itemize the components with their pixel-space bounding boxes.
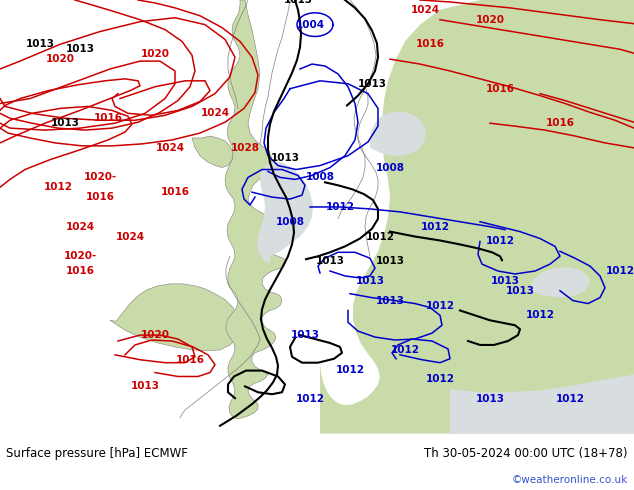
Text: 1012: 1012	[325, 202, 354, 212]
Text: 1012: 1012	[420, 221, 450, 232]
Text: 1016: 1016	[545, 118, 574, 128]
Text: 1024: 1024	[200, 108, 230, 119]
Text: Surface pressure [hPa] ECMWF: Surface pressure [hPa] ECMWF	[6, 447, 188, 460]
Polygon shape	[370, 111, 426, 156]
Polygon shape	[257, 162, 313, 264]
Text: Th 30-05-2024 00:00 UTC (18+78): Th 30-05-2024 00:00 UTC (18+78)	[424, 447, 628, 460]
Text: 1013: 1013	[356, 276, 384, 286]
Text: 1013: 1013	[375, 256, 404, 266]
Text: 1020-: 1020-	[84, 172, 117, 182]
Text: 1008: 1008	[276, 217, 304, 227]
Polygon shape	[450, 374, 634, 434]
Text: 1004: 1004	[295, 20, 325, 29]
Polygon shape	[290, 0, 634, 434]
Text: 1012: 1012	[555, 394, 585, 404]
Text: 1016: 1016	[486, 84, 515, 94]
Text: 1008: 1008	[306, 172, 335, 182]
Text: 1016: 1016	[160, 187, 190, 197]
Text: 1012: 1012	[486, 237, 515, 246]
Text: 1013: 1013	[271, 153, 299, 163]
Text: 1020-: 1020-	[63, 251, 96, 261]
Polygon shape	[225, 0, 286, 419]
Text: 1013: 1013	[25, 39, 55, 49]
Text: 1024: 1024	[155, 143, 184, 153]
Text: 1012: 1012	[365, 232, 394, 242]
Text: 1016: 1016	[93, 113, 122, 123]
Text: 1016: 1016	[65, 266, 94, 276]
Text: 1013: 1013	[476, 394, 505, 404]
Text: 1028: 1028	[231, 143, 259, 153]
Text: 1024: 1024	[410, 5, 439, 15]
Text: 1012: 1012	[44, 182, 72, 192]
Text: 1016: 1016	[176, 355, 205, 365]
Text: 1024: 1024	[115, 232, 145, 242]
Text: 1012: 1012	[335, 365, 365, 374]
Text: 1016: 1016	[86, 192, 115, 202]
Text: 1012: 1012	[425, 300, 455, 311]
Text: 1013: 1013	[375, 295, 404, 306]
Polygon shape	[192, 136, 233, 168]
Text: 1013: 1013	[51, 118, 79, 128]
Text: 1013: 1013	[131, 381, 160, 392]
Polygon shape	[110, 284, 240, 351]
Text: 1012: 1012	[391, 345, 420, 355]
Text: 1013: 1013	[65, 44, 94, 54]
Text: 1020: 1020	[141, 49, 169, 59]
Text: 1013: 1013	[505, 286, 534, 296]
Text: 1020: 1020	[476, 15, 505, 24]
Polygon shape	[530, 267, 590, 297]
Text: 1013: 1013	[283, 0, 313, 5]
Text: 1012: 1012	[295, 394, 325, 404]
Text: 1012: 1012	[425, 374, 455, 385]
Text: 1013: 1013	[491, 276, 519, 286]
Text: 1013: 1013	[290, 330, 320, 340]
Text: 1012: 1012	[526, 310, 555, 320]
Text: 1012: 1012	[605, 266, 634, 276]
Text: 1013: 1013	[358, 79, 387, 89]
Text: ©weatheronline.co.uk: ©weatheronline.co.uk	[512, 475, 628, 485]
Text: 1016: 1016	[415, 39, 444, 49]
Text: 1020: 1020	[141, 330, 169, 340]
Text: 1020: 1020	[46, 54, 75, 64]
Text: 1013: 1013	[316, 256, 344, 266]
Text: 1024: 1024	[65, 221, 94, 232]
Text: 1008: 1008	[375, 163, 404, 172]
